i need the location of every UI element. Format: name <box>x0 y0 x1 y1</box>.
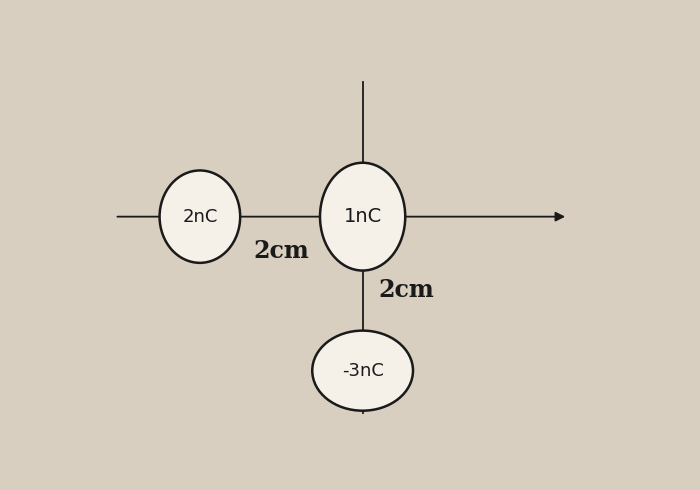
Text: 1nC: 1nC <box>344 207 382 226</box>
Ellipse shape <box>160 171 240 263</box>
Text: -3nC: -3nC <box>342 362 384 380</box>
Ellipse shape <box>312 331 413 411</box>
Text: 2cm: 2cm <box>378 278 434 302</box>
Text: 2cm: 2cm <box>253 239 309 263</box>
Text: 2nC: 2nC <box>182 208 218 226</box>
Ellipse shape <box>320 163 405 270</box>
